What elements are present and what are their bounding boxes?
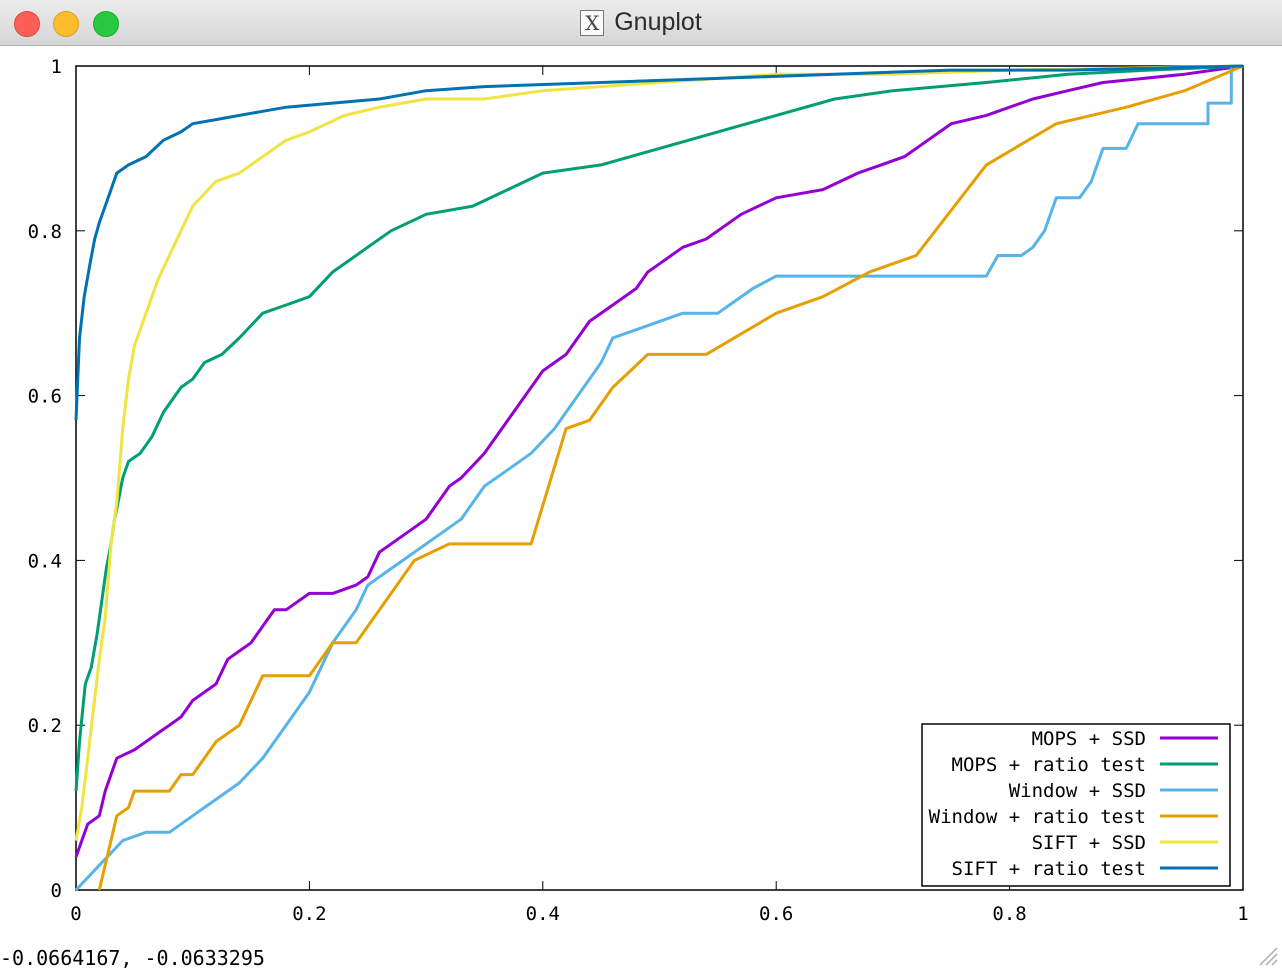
x-tick-label: 0.6 xyxy=(759,903,793,925)
minimize-window-button[interactable] xyxy=(53,11,79,37)
cursor-coordinates: -0.0664167, -0.0633295 xyxy=(0,946,265,970)
legend-entry-label: SIFT + ratio test xyxy=(952,858,1146,880)
series-line-5 xyxy=(74,64,1244,421)
legend-entry-label: MOPS + ratio test xyxy=(952,754,1146,776)
window-title: Gnuplot xyxy=(614,8,702,36)
legend-entry-label: Window + ratio test xyxy=(929,806,1146,828)
x-tick-label: 0.8 xyxy=(992,903,1026,925)
plot-area[interactable]: 0 0.2 0.4 0.6 0.8 1 0 0.2 0.4 0.6 0.8 1 MOPS + SSD MO… xyxy=(0,46,1282,946)
y-tick-label: 0 xyxy=(51,880,62,902)
y-tick-label: 0.4 xyxy=(28,550,62,572)
resize-grip-icon[interactable] xyxy=(1256,944,1278,966)
close-window-button[interactable] xyxy=(14,11,40,37)
window-title-group: X Gnuplot xyxy=(0,0,1282,45)
x-tick-label: 0 xyxy=(70,903,81,925)
series-line-0 xyxy=(74,64,1244,858)
legend-entry-label: Window + SSD xyxy=(1009,780,1146,802)
legend-entry-label: SIFT + SSD xyxy=(1032,832,1146,854)
x-tick-label: 0.4 xyxy=(526,903,560,925)
y-tick-label: 1 xyxy=(51,56,62,78)
plot-frame xyxy=(75,65,1244,891)
maximize-window-button[interactable] xyxy=(93,11,119,37)
x11-icon: X xyxy=(580,9,605,36)
x-tick-label: 1 xyxy=(1237,903,1248,925)
legend-box xyxy=(921,723,1231,887)
series-line-3 xyxy=(97,64,1244,891)
window-titlebar: X Gnuplot xyxy=(0,0,1282,46)
y-tick-label: 0.6 xyxy=(28,386,62,408)
y-tick-label: 0.8 xyxy=(28,221,62,243)
legend-entry-label: MOPS + SSD xyxy=(1032,728,1146,750)
series-line-2 xyxy=(74,64,1243,892)
x-tick-label: 0.2 xyxy=(292,903,326,925)
series-line-4 xyxy=(74,64,1244,841)
series-line-1 xyxy=(74,64,1244,792)
y-tick-label: 0.2 xyxy=(28,715,62,737)
